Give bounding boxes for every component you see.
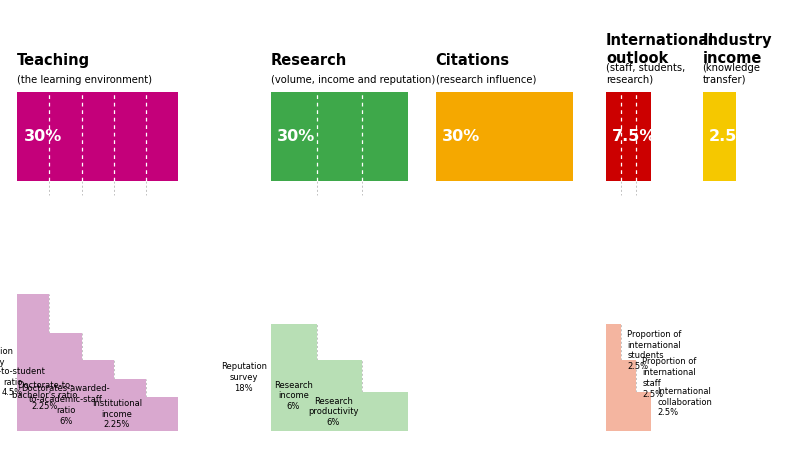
Bar [621,360,636,431]
Text: (knowledge
transfer): (knowledge transfer) [703,62,761,85]
Bar [17,92,178,181]
Bar [606,92,651,181]
Bar [82,360,114,431]
Text: 30%: 30% [442,129,480,144]
Bar [271,92,408,181]
Text: Research
productivity
6%: Research productivity 6% [308,397,359,427]
Text: Reputation
survey
15%: Reputation survey 15% [0,347,13,378]
Text: 2.5%: 2.5% [709,129,754,144]
Text: Proportion of
international
staff
2.5%: Proportion of international staff 2.5% [642,358,696,399]
Text: (staff, students,
research): (staff, students, research) [606,62,685,85]
Text: 30%: 30% [277,129,316,144]
Text: (volume, income and reputation): (volume, income and reputation) [271,75,435,85]
Text: Institutional
income
2.25%: Institutional income 2.25% [92,399,142,430]
Bar [271,324,316,431]
Text: 7.5%: 7.5% [612,129,657,144]
Bar [436,92,573,181]
Bar [363,392,408,431]
Text: 30%: 30% [24,129,62,144]
Text: International
outlook: International outlook [606,34,714,66]
Bar [636,392,651,431]
Text: (research influence): (research influence) [436,75,536,85]
Text: Research
income
6%: Research income 6% [274,381,312,411]
Text: Doctorates-awarded-
to-academic-staff
ratio
6%: Doctorates-awarded- to-academic-staff ra… [21,385,110,425]
Text: Citations: Citations [436,53,509,68]
Text: International
collaboration
2.5%: International collaboration 2.5% [657,387,712,417]
Text: Doctorate-to-
bachelor's ratio
2.25%: Doctorate-to- bachelor's ratio 2.25% [13,381,78,411]
Bar [17,294,49,431]
Bar [703,92,736,181]
Text: (the learning environment): (the learning environment) [17,75,152,85]
Text: Reputation
survey
18%: Reputation survey 18% [221,362,267,393]
Bar [316,360,363,431]
Text: Proportion of
international
students
2.5%: Proportion of international students 2.5… [627,330,681,371]
Text: Staff-to-student
ratio
4.5%: Staff-to-student ratio 4.5% [0,367,46,397]
Text: Research: Research [271,53,347,68]
Bar [146,397,178,431]
Bar [49,333,82,431]
Bar [606,324,621,431]
Bar [114,379,146,431]
Text: Teaching: Teaching [17,53,90,68]
Text: Industry
income: Industry income [703,34,772,66]
